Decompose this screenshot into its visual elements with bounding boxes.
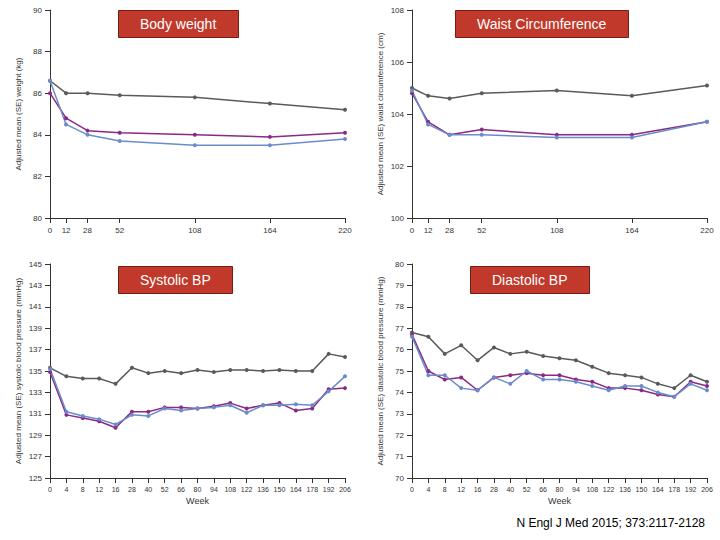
- svg-text:28: 28: [445, 226, 454, 235]
- svg-text:0: 0: [410, 226, 415, 235]
- svg-text:52: 52: [477, 226, 486, 235]
- svg-text:79: 79: [395, 281, 404, 290]
- svg-text:94: 94: [572, 486, 580, 493]
- svg-text:40: 40: [144, 486, 152, 493]
- svg-text:Diastolic BP: Diastolic BP: [492, 272, 567, 288]
- svg-text:Week: Week: [186, 496, 209, 506]
- svg-text:135: 135: [29, 367, 43, 376]
- svg-text:Week: Week: [548, 496, 571, 506]
- svg-text:192: 192: [323, 486, 335, 493]
- svg-text:131: 131: [29, 409, 43, 418]
- svg-text:164: 164: [263, 226, 277, 235]
- svg-text:66: 66: [177, 486, 185, 493]
- svg-text:164: 164: [652, 486, 664, 493]
- svg-text:90: 90: [33, 6, 42, 15]
- svg-text:150: 150: [636, 486, 648, 493]
- svg-text:84: 84: [33, 130, 42, 139]
- svg-text:28: 28: [490, 486, 498, 493]
- svg-text:Systolic BP: Systolic BP: [140, 272, 211, 288]
- svg-text:220: 220: [700, 226, 714, 235]
- svg-text:104: 104: [391, 110, 405, 119]
- svg-text:12: 12: [95, 486, 103, 493]
- svg-text:80: 80: [194, 486, 202, 493]
- svg-text:N Engl J Med 2015; 373:2117-21: N Engl J Med 2015; 373:2117-2128: [516, 516, 705, 530]
- svg-text:143: 143: [29, 281, 43, 290]
- svg-text:178: 178: [668, 486, 680, 493]
- svg-text:133: 133: [29, 388, 43, 397]
- svg-text:139: 139: [29, 324, 43, 333]
- svg-text:150: 150: [274, 486, 286, 493]
- svg-text:178: 178: [306, 486, 318, 493]
- svg-text:Adjusted mean (SE) weight (kg): Adjusted mean (SE) weight (kg): [14, 57, 23, 170]
- svg-text:0: 0: [48, 486, 52, 493]
- svg-text:164: 164: [290, 486, 302, 493]
- svg-text:72: 72: [395, 431, 404, 440]
- svg-text:40: 40: [506, 486, 514, 493]
- svg-text:28: 28: [128, 486, 136, 493]
- svg-text:4: 4: [426, 486, 430, 493]
- svg-text:206: 206: [339, 486, 351, 493]
- svg-text:Waist Circumference: Waist Circumference: [477, 16, 607, 32]
- svg-text:145: 145: [29, 260, 43, 269]
- svg-text:137: 137: [29, 345, 43, 354]
- svg-text:108: 108: [586, 486, 598, 493]
- svg-text:129: 129: [29, 431, 43, 440]
- svg-text:108: 108: [550, 226, 564, 235]
- svg-text:100: 100: [391, 214, 405, 223]
- svg-text:12: 12: [62, 226, 71, 235]
- svg-text:80: 80: [395, 260, 404, 269]
- svg-text:52: 52: [115, 226, 124, 235]
- svg-text:70: 70: [395, 474, 404, 483]
- svg-text:80: 80: [33, 214, 42, 223]
- svg-text:164: 164: [625, 226, 639, 235]
- svg-text:66: 66: [539, 486, 547, 493]
- svg-text:0: 0: [410, 486, 414, 493]
- svg-text:106: 106: [391, 58, 405, 67]
- svg-text:71: 71: [395, 452, 404, 461]
- svg-text:141: 141: [29, 302, 43, 311]
- svg-text:82: 82: [33, 172, 42, 181]
- svg-text:Body weight: Body weight: [140, 16, 216, 32]
- svg-text:108: 108: [188, 226, 202, 235]
- svg-text:75: 75: [395, 367, 404, 376]
- svg-text:78: 78: [395, 302, 404, 311]
- svg-text:102: 102: [391, 162, 405, 171]
- svg-text:192: 192: [685, 486, 697, 493]
- svg-text:94: 94: [210, 486, 218, 493]
- svg-text:88: 88: [33, 47, 42, 56]
- svg-text:8: 8: [81, 486, 85, 493]
- svg-text:108: 108: [391, 6, 405, 15]
- svg-text:125: 125: [29, 474, 43, 483]
- svg-text:136: 136: [257, 486, 269, 493]
- svg-text:8: 8: [443, 486, 447, 493]
- svg-text:4: 4: [64, 486, 68, 493]
- svg-text:77: 77: [395, 324, 404, 333]
- svg-text:80: 80: [556, 486, 564, 493]
- svg-text:16: 16: [112, 486, 120, 493]
- svg-text:52: 52: [523, 486, 531, 493]
- svg-text:206: 206: [701, 486, 713, 493]
- svg-text:76: 76: [395, 345, 404, 354]
- svg-text:Adjusted mean (SE) diastolic b: Adjusted mean (SE) diastolic blood press…: [376, 276, 385, 465]
- svg-text:28: 28: [83, 226, 92, 235]
- svg-text:Adjusted mean (SE) waist circu: Adjusted mean (SE) waist circumference (…: [376, 32, 385, 195]
- svg-text:108: 108: [224, 486, 236, 493]
- svg-text:136: 136: [619, 486, 631, 493]
- svg-text:122: 122: [603, 486, 615, 493]
- svg-text:12: 12: [457, 486, 465, 493]
- svg-text:86: 86: [33, 89, 42, 98]
- svg-text:52: 52: [161, 486, 169, 493]
- svg-text:0: 0: [48, 226, 53, 235]
- svg-text:220: 220: [338, 226, 352, 235]
- svg-text:73: 73: [395, 409, 404, 418]
- svg-text:74: 74: [395, 388, 404, 397]
- svg-text:16: 16: [474, 486, 482, 493]
- svg-text:122: 122: [241, 486, 253, 493]
- svg-text:12: 12: [424, 226, 433, 235]
- svg-text:127: 127: [29, 452, 43, 461]
- svg-text:Adjusted mean (SE) systolic bl: Adjusted mean (SE) systolic blood pressu…: [14, 278, 23, 465]
